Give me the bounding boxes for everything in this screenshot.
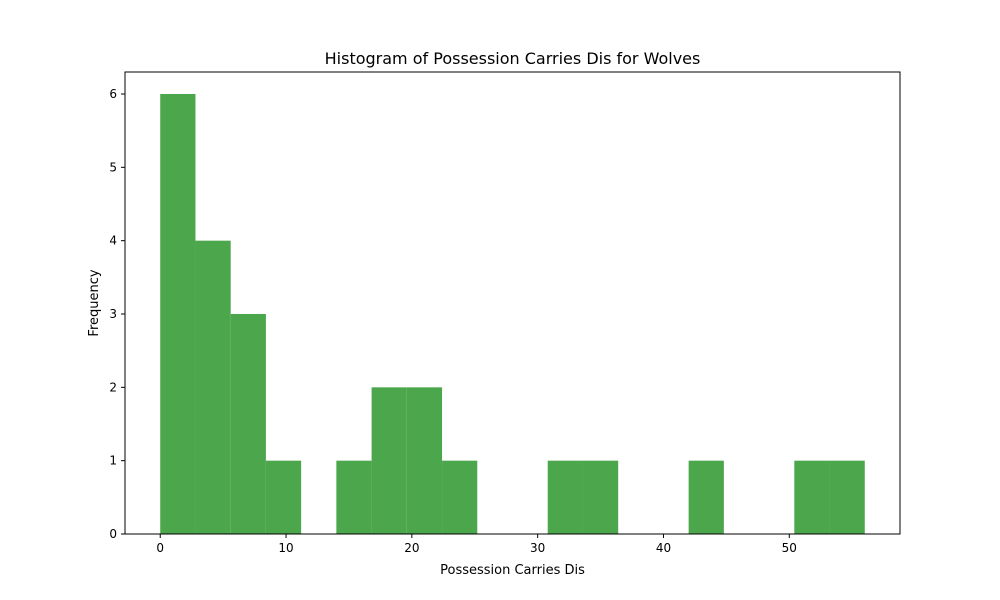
y-tick-label: 2 — [109, 380, 117, 394]
histogram-bar — [829, 460, 865, 534]
histogram-bar — [336, 460, 372, 534]
histogram-bar — [442, 460, 478, 534]
histogram-bar — [195, 240, 231, 534]
x-tick-label: 30 — [530, 541, 545, 555]
y-tick-label: 6 — [109, 87, 117, 101]
histogram-bar — [160, 94, 196, 534]
x-tick-label: 0 — [156, 541, 164, 555]
y-tick-label: 4 — [109, 234, 117, 248]
y-axis-label: Frequency — [87, 269, 102, 336]
plot-frame — [124, 71, 901, 535]
x-tick-label: 50 — [782, 541, 797, 555]
y-tick-label: 0 — [109, 527, 117, 541]
y-tick-label: 3 — [109, 307, 117, 321]
y-tick-label: 5 — [109, 160, 117, 174]
histogram-bar — [371, 387, 407, 534]
bars-group — [160, 94, 865, 534]
histogram-bar — [582, 460, 619, 534]
x-tick-label: 10 — [278, 541, 293, 555]
y-tick-label: 1 — [109, 454, 117, 468]
x-axis-ticks: 0 10 20 30 40 50 — [156, 534, 797, 555]
y-axis-ticks: 0 1 2 3 4 5 6 — [109, 87, 125, 541]
histogram-bar — [547, 460, 583, 534]
histogram-bar — [688, 460, 724, 534]
x-tick-label: 20 — [404, 541, 419, 555]
chart-title: Histogram of Possession Carries Dis for … — [325, 49, 701, 68]
x-axis-label: Possession Carries Dis — [440, 563, 585, 578]
histogram-bar — [265, 460, 302, 534]
x-tick-label: 40 — [656, 541, 671, 555]
histogram-bar — [230, 314, 266, 534]
histogram-bar — [794, 460, 830, 534]
histogram-bar — [406, 387, 443, 534]
